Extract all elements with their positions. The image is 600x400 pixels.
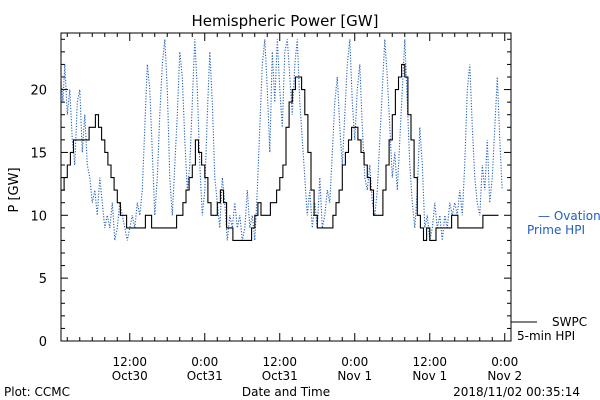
legend-ovation-line1: — Ovation [538, 209, 600, 223]
x-tick-label: 0:00 [491, 355, 518, 369]
chart-title: Hemispheric Power [GW] [192, 12, 379, 30]
x-tick-label: 0:00 [191, 355, 218, 369]
x-tick-label: 12:00 [112, 355, 147, 369]
x-tick-label-date: Nov 1 [337, 369, 372, 383]
x-tick-label-date: Oct31 [187, 369, 223, 383]
y-tick-label: 0 [39, 335, 47, 350]
legend-ovation-line2: Prime HPI [527, 223, 585, 237]
x-tick-label-date: Oct31 [262, 369, 298, 383]
y-axis: 0 5 10 15 20 [30, 38, 511, 350]
legend-swpc-line1: SWPC [552, 315, 587, 329]
plot-frame [60, 32, 512, 342]
footer-timestamp: 2018/11/02 00:35:14 [453, 385, 580, 399]
y-tick-label: 5 [39, 272, 47, 287]
y-tick-label: 20 [30, 84, 47, 99]
x-tick-label-date: Nov 1 [412, 369, 447, 383]
x-tick-label: 12:00 [262, 355, 297, 369]
x-tick-label: 12:00 [412, 355, 447, 369]
footer-x-axis-label: Date and Time [242, 385, 330, 399]
legend-swpc-line2: 5-min HPI [517, 329, 575, 343]
series-ovation-prime-line [60, 39, 503, 241]
x-tick-label-date: Nov 2 [487, 369, 522, 383]
series-layer [60, 39, 503, 241]
series-swpc-line [61, 63, 499, 241]
x-tick-label-date: Oct30 [112, 369, 148, 383]
y-axis-label: P [GW] [7, 167, 22, 212]
footer-plot-source: Plot: CCMC [4, 385, 70, 399]
y-tick-label: 15 [30, 146, 47, 161]
x-tick-label: 0:00 [341, 355, 368, 369]
legend: — Ovation Prime HPI SWPC 5-min HPI [511, 209, 600, 343]
y-tick-label: 10 [30, 209, 47, 224]
